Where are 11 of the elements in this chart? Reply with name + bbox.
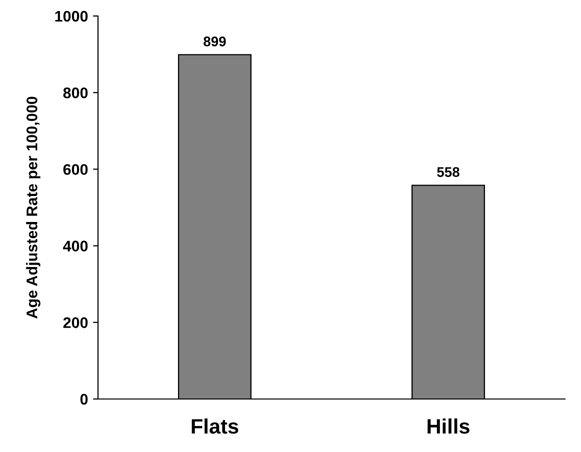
y-tick-label: 1000 <box>55 10 88 22</box>
data-label: 558 <box>437 167 460 177</box>
y-tick-label: 800 <box>63 87 88 98</box>
y-tick-label: 200 <box>63 317 88 328</box>
x-tick-label: Flats <box>192 418 238 434</box>
y-axis-title: Age Adjusted Rate per 100,000 <box>26 96 40 318</box>
data-label: 899 <box>204 36 226 46</box>
y-tick-label: 0 <box>80 394 88 405</box>
y-tick-label: 400 <box>63 240 88 252</box>
y-tick-label: 600 <box>63 164 88 175</box>
x-tick-label: Hills <box>428 418 470 434</box>
